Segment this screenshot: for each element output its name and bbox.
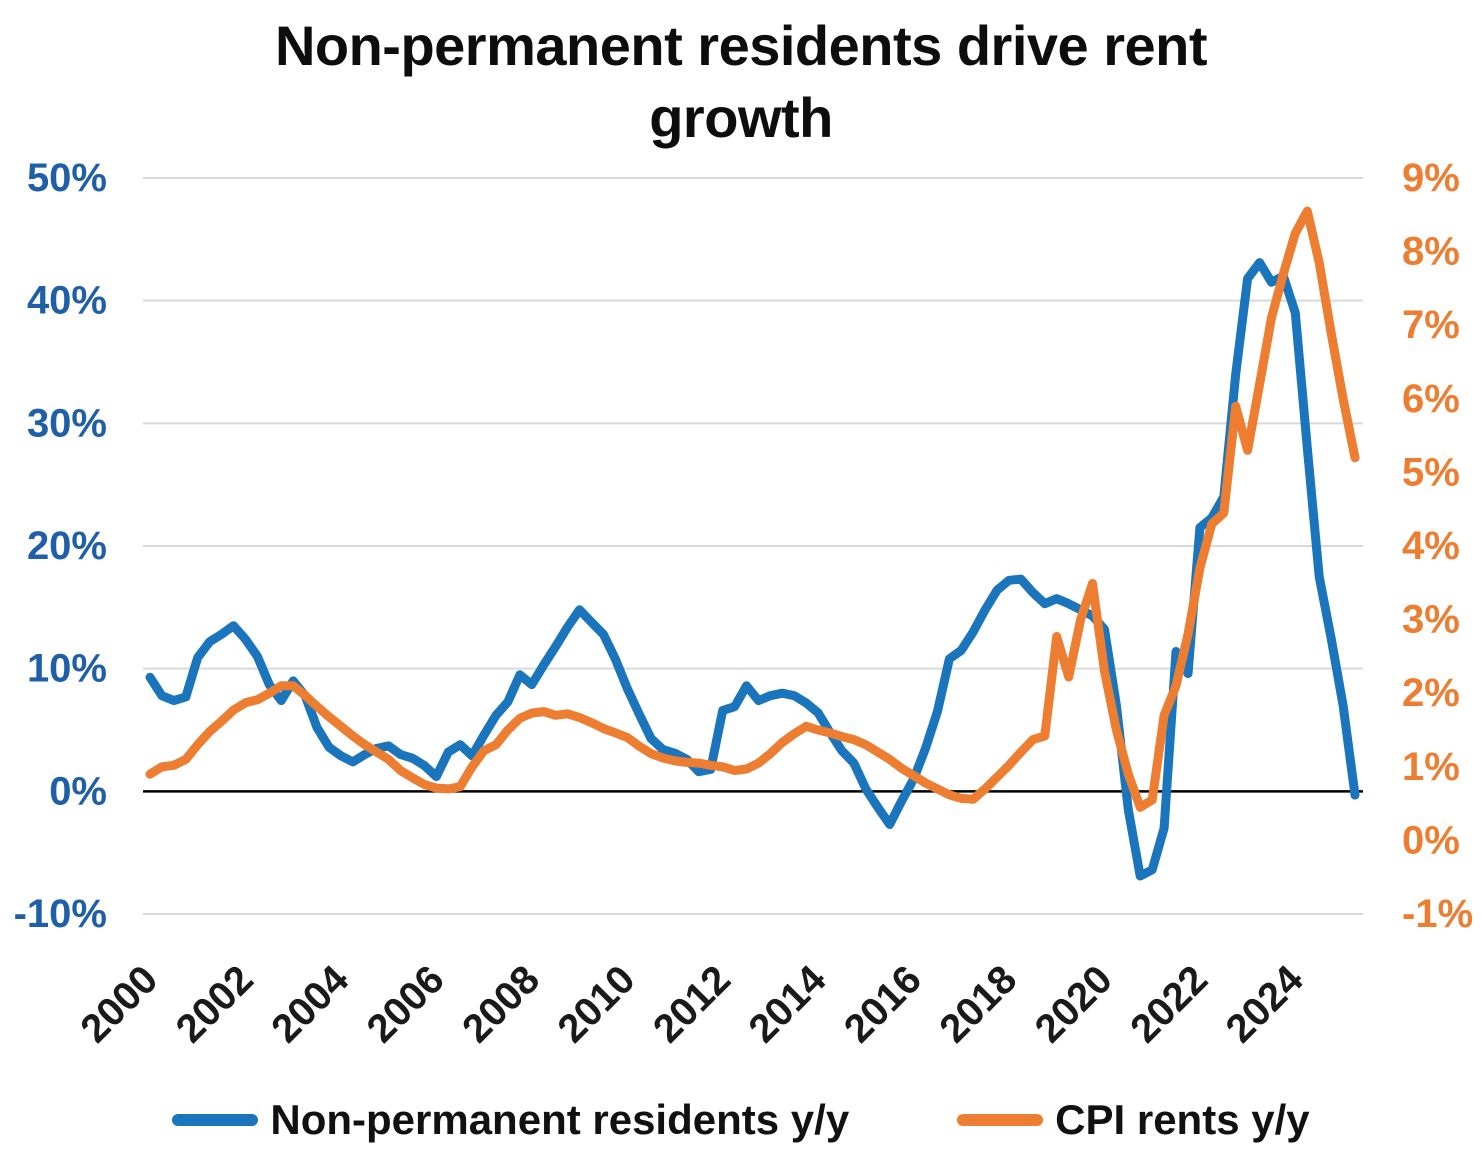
y-axis-label-left: 40%	[27, 279, 107, 323]
y-axis-label-right: 5%	[1402, 450, 1460, 494]
y-axis-label-left: 20%	[27, 524, 107, 568]
series-line-npr	[145, 258, 1360, 881]
x-axis-label: 2020	[1027, 957, 1121, 1051]
y-axis-label-left: 10%	[27, 647, 107, 691]
y-axis-label-right: 9%	[1402, 156, 1460, 200]
y-axis-label-right: 8%	[1402, 230, 1460, 274]
legend-item-non-permanent-residents[interactable]: Non-permanent residents y/y	[172, 1096, 849, 1144]
x-axis-label: 2002	[168, 957, 262, 1051]
series-line-cpi	[145, 206, 1360, 812]
y-axis-label-right: 0%	[1402, 818, 1460, 862]
x-axis-label: 2018	[931, 957, 1025, 1051]
x-axis-label: 2014	[740, 957, 835, 1052]
y-axis-label-right: -1%	[1402, 892, 1473, 936]
legend-label-cpi: CPI rents y/y	[1055, 1096, 1310, 1143]
x-axis-label: 2016	[836, 957, 930, 1051]
y-axis-label-left: 0%	[49, 769, 107, 813]
y-axis-label-right: 1%	[1402, 745, 1460, 789]
y-axis-label-right: 4%	[1402, 524, 1460, 568]
y-axis-label-right: 3%	[1402, 598, 1460, 642]
y-axis-label-left: -10%	[14, 892, 107, 936]
x-axis-label: 2010	[550, 957, 644, 1051]
y-axis-label-right: 6%	[1402, 377, 1460, 421]
x-axis-label: 2022	[1122, 957, 1216, 1051]
cpi-line-swatch	[957, 1114, 1044, 1126]
y-axis-label-left: 30%	[27, 401, 107, 445]
y-axis-label-left: 50%	[27, 156, 107, 200]
x-axis-label: 2012	[645, 957, 739, 1051]
chart-title: Non-permanent residents drive rent growt…	[274, 14, 1208, 149]
legend-label-npr: Non-permanent residents y/y	[270, 1096, 850, 1143]
y-axis-label-right: 7%	[1402, 303, 1460, 347]
legend-item-cpi-rents[interactable]: CPI rents y/y	[957, 1096, 1310, 1144]
legend: Non-permanent residents y/y CPI rents y/…	[0, 1090, 1482, 1150]
x-axis-label: 2006	[359, 957, 453, 1051]
x-axis-label: 2004	[263, 957, 358, 1052]
x-axis-label: 2008	[454, 957, 548, 1051]
x-axis-label: 2024	[1218, 957, 1313, 1052]
y-axis-label-right: 2%	[1402, 671, 1460, 715]
x-axis-label: 2000	[72, 957, 166, 1051]
npr-line-swatch	[172, 1114, 259, 1126]
